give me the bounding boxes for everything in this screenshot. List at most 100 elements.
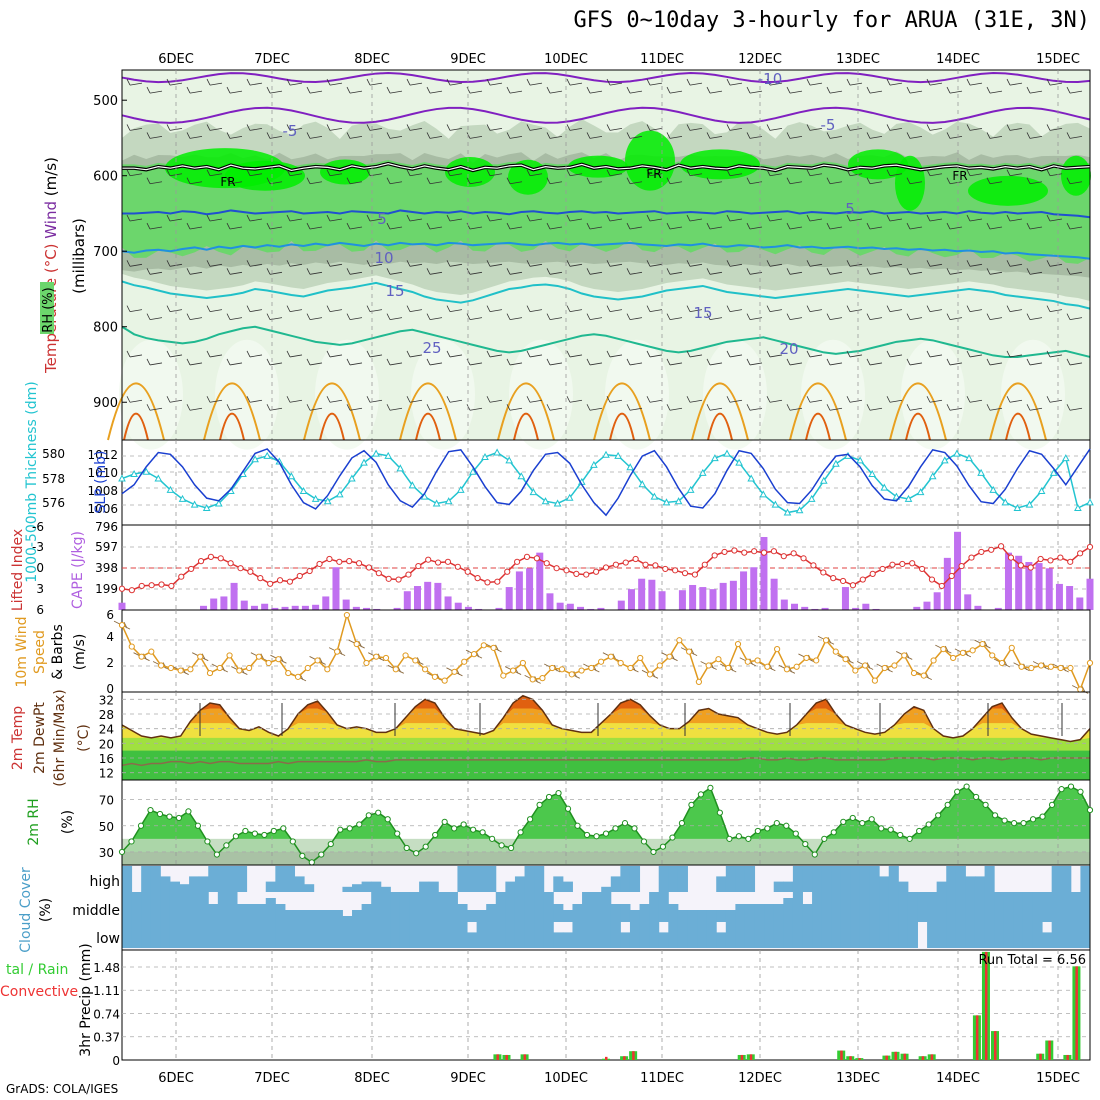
- rh2m-line-point: [1029, 816, 1037, 823]
- top-date-label: 12DEC: [738, 52, 782, 67]
- cloud-cell-middle: [649, 892, 660, 922]
- cloud-cell-low: [639, 922, 650, 948]
- cloud-cell-high: [562, 881, 573, 892]
- wind-barb: [586, 132, 603, 139]
- wind-barb: [346, 313, 363, 321]
- wind-barb: [586, 177, 603, 185]
- wind-barb: [1006, 169, 1023, 177]
- cloud-cell-high: [169, 881, 181, 892]
- thickness-line-point: [638, 480, 647, 488]
- cape-bar: [943, 557, 951, 610]
- wind-speed-line-point: [881, 664, 888, 672]
- rh2m-line-point: [422, 843, 429, 850]
- wind-barb: [206, 124, 223, 131]
- cloud-cell-low: [160, 922, 171, 948]
- thickness-line-point: [686, 485, 695, 493]
- lifted-index-line-point: [276, 577, 284, 584]
- wind-barb: [806, 124, 823, 131]
- wind-speed-line-point: [451, 668, 458, 675]
- rh2m-line-point: [859, 820, 866, 827]
- isotherm-30: [905, 412, 931, 441]
- wind-barb: [686, 260, 703, 267]
- rh2m-line-point: [878, 825, 885, 832]
- cape-bar: [210, 598, 218, 610]
- lifted-index-line-point: [632, 555, 639, 563]
- rh2m-line-point: [356, 821, 363, 828]
- wind-barb: [786, 404, 803, 411]
- cloud-cell-low: [294, 922, 305, 948]
- bottom-date-label: 7DEC: [254, 1071, 290, 1086]
- wind-barb: [826, 132, 843, 139]
- wind-speed-line-point: [177, 667, 184, 674]
- wind-barb: [826, 404, 843, 411]
- wind-barb: [726, 169, 743, 177]
- thickness-line-point: [384, 451, 393, 459]
- cloud-cell-high: [179, 884, 190, 892]
- wind-barb: [766, 169, 783, 177]
- precip-conv-bar: [930, 1054, 934, 1060]
- cloud-cell-middle: [1022, 892, 1033, 922]
- wind-barb: [186, 132, 203, 139]
- wind-barb: [446, 169, 463, 177]
- cloud-cell-middle: [610, 904, 621, 922]
- cloud-cell-middle: [198, 892, 209, 922]
- precip-conv-bar: [1075, 966, 1078, 1060]
- wind-barb: [626, 177, 643, 185]
- cloud-cell-high: [304, 884, 315, 892]
- lifted-index-line-point: [158, 581, 165, 588]
- wind-barb: [626, 313, 643, 321]
- cloud-cell-high: [227, 866, 238, 892]
- rh2m-line-point: [204, 838, 211, 845]
- wind-barb: [606, 260, 623, 267]
- thickness-line-point: [1074, 503, 1082, 511]
- wind-barb: [946, 268, 963, 275]
- rh2m-line-point: [223, 842, 230, 849]
- wind-speed-line-point: [1038, 662, 1045, 669]
- rh-bright-patch: [320, 159, 370, 185]
- wind-speed-line-point: [764, 663, 771, 670]
- cloud-cell-high: [160, 876, 171, 892]
- lifted-index-line-point: [839, 577, 847, 585]
- wind-barb: [1046, 396, 1063, 403]
- thickness-ylabel: 1000-500mb Thickness (dm): [24, 381, 40, 582]
- wind-barb: [1026, 358, 1043, 366]
- rh2m-tick-label: 50: [99, 820, 114, 834]
- wind-barb: [386, 313, 403, 321]
- temp-tick-label: 16: [99, 752, 114, 766]
- isotherm-label: -5: [821, 116, 836, 134]
- thickness-line-point: [142, 467, 151, 475]
- isotherm-25: [593, 382, 651, 441]
- wind-barb: [466, 132, 483, 139]
- wind-barb: [206, 169, 223, 177]
- cloud-cell-high: [265, 881, 276, 892]
- wind-barb: [726, 124, 743, 131]
- rh-dry-patch: [1001, 339, 1065, 450]
- cloud-cell-low: [227, 922, 238, 948]
- wind-barb: [446, 78, 463, 86]
- cloud-cell-middle: [898, 892, 909, 922]
- cloud-cell-low: [610, 922, 621, 948]
- cape-bar: [413, 586, 421, 610]
- wind-speed-line-point: [128, 643, 135, 650]
- rh2m-line-point: [954, 788, 961, 795]
- wind-barb: [986, 222, 1003, 230]
- thickness-line-point: [965, 454, 973, 462]
- cloud-cell-high: [802, 866, 813, 892]
- wind-barb: [186, 404, 203, 411]
- wind-barb: [186, 358, 203, 366]
- isotherm-label: 5: [845, 200, 855, 218]
- thickness-line-point: [807, 494, 816, 502]
- lifted-index-line-point: [948, 572, 955, 580]
- wind-barb: [446, 305, 463, 313]
- lifted-index-line-point: [267, 580, 274, 587]
- rh-dry-patch: [801, 339, 865, 450]
- wind-barb: [286, 350, 303, 358]
- wind-barb: [426, 404, 443, 411]
- bottom-date-label: 15DEC: [1036, 1071, 1080, 1086]
- cape-bar: [403, 591, 411, 610]
- wind-speed-line-point: [392, 666, 399, 673]
- thickness-line-point: [1061, 454, 1070, 462]
- wind-speed-line-point: [187, 666, 194, 673]
- wind-barb: [886, 350, 903, 358]
- wind-speed-line-point: [793, 663, 800, 670]
